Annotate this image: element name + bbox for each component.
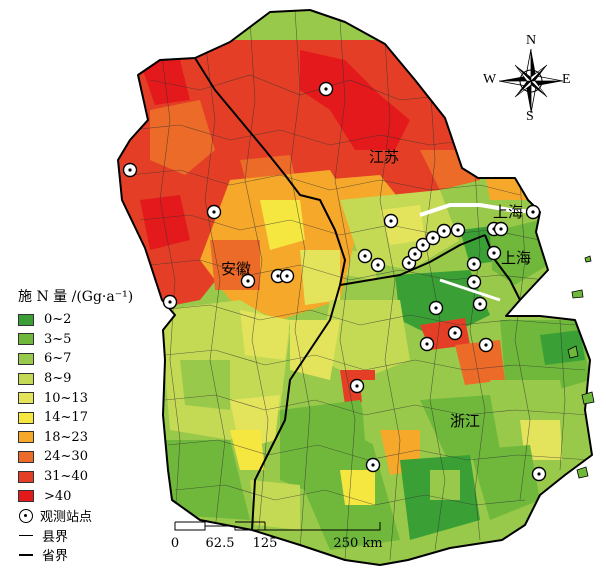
legend-swatch — [18, 352, 34, 365]
legend-class-9: >40 — [18, 486, 168, 506]
station-marker — [466, 274, 482, 290]
station-marker — [531, 466, 547, 482]
station-marker — [279, 268, 295, 284]
label-jiangsu: 江苏 — [369, 148, 400, 166]
station-marker — [370, 257, 386, 273]
legend-swatch — [18, 392, 34, 405]
legend-class-3: 8~9 — [18, 369, 168, 389]
scale-bar-graphic — [174, 521, 381, 531]
station-marker — [349, 378, 365, 394]
legend-class-8: 31~40 — [18, 467, 168, 487]
station-marker — [486, 245, 502, 261]
compass-star-icon — [498, 48, 564, 114]
legend-class-label: 24~30 — [44, 449, 88, 465]
station-marker — [447, 325, 463, 341]
legend-swatch — [18, 372, 34, 385]
compass-east: E — [562, 72, 571, 87]
county-line-icon — [19, 534, 33, 536]
scale-tick-3: 250 km — [333, 536, 383, 551]
station-marker — [478, 337, 494, 353]
legend-swatch — [18, 490, 34, 503]
station-marker — [425, 230, 441, 246]
legend-class-label: 18~23 — [44, 429, 88, 445]
legend-class-label: 10~13 — [44, 390, 88, 406]
legend-swatch — [18, 333, 34, 346]
station-marker — [466, 256, 482, 272]
scale-tick-2: 125 — [252, 536, 278, 551]
province-line-icon — [19, 553, 33, 556]
label-zhejiang: 浙江 — [450, 412, 481, 430]
compass-south: S — [526, 109, 534, 124]
legend-swatch — [18, 431, 34, 444]
station-marker — [383, 213, 399, 229]
legend-swatch — [18, 450, 34, 463]
station-marker — [436, 223, 452, 239]
legend-station: 观测站点 — [18, 506, 168, 526]
station-marker — [525, 204, 541, 220]
station-marker — [357, 248, 373, 264]
station-marker — [450, 222, 466, 238]
scale-bar: 0 62.5 125 250 km — [170, 516, 400, 556]
station-marker — [122, 162, 138, 178]
station-icon — [19, 508, 33, 523]
station-marker — [240, 273, 256, 289]
legend-province-label: 省界 — [42, 549, 69, 565]
legend-class-5: 14~17 — [18, 408, 168, 428]
station-marker — [493, 221, 509, 237]
legend-class-6: 18~23 — [18, 428, 168, 448]
legend-title: 施 N 量 /(Gg·a⁻¹) — [18, 289, 134, 305]
legend-swatch — [18, 470, 34, 483]
legend-class-0: 0~2 — [18, 310, 168, 330]
scale-tick-0: 0 — [170, 536, 180, 551]
legend: 施 N 量 /(Gg·a⁻¹) 0~2 3~5 6~7 8~9 10~13 14~17 18… — [18, 288, 168, 565]
station-marker — [162, 294, 178, 310]
legend-class-label: 14~17 — [44, 410, 88, 426]
legend-class-7: 24~30 — [18, 447, 168, 467]
legend-swatch — [18, 411, 34, 424]
station-marker — [428, 300, 444, 316]
legend-class-label: 31~40 — [44, 469, 88, 485]
label-anhui: 安徽 — [221, 260, 252, 278]
legend-county-label: 县界 — [42, 529, 69, 545]
legend-class-label: >40 — [44, 488, 72, 504]
station-marker — [415, 237, 431, 253]
compass-rose: N S E W — [483, 33, 576, 126]
station-marker — [318, 81, 334, 97]
label-shanghai-mid: 上海 — [501, 249, 532, 267]
legend-class-1: 3~5 — [18, 330, 168, 350]
station-marker — [365, 457, 381, 473]
legend-class-2: 6~7 — [18, 349, 168, 369]
station-marker — [206, 204, 222, 220]
station-marker — [419, 336, 435, 352]
label-shanghai-top: 上海 — [493, 203, 524, 221]
scale-tick-1: 62.5 — [205, 536, 235, 551]
legend-class-label: 0~2 — [44, 312, 72, 328]
legend-class-4: 10~13 — [18, 388, 168, 408]
station-marker — [472, 296, 488, 312]
legend-swatch — [18, 313, 34, 326]
legend-class-label: 8~9 — [44, 371, 72, 387]
legend-county-boundary: 县界 — [18, 526, 168, 546]
legend-province-boundary: 省界 — [18, 545, 168, 565]
compass-north: N — [526, 33, 537, 48]
compass-west: W — [483, 72, 497, 87]
legend-station-label: 观测站点 — [40, 510, 93, 526]
station-marker — [407, 246, 423, 262]
legend-class-label: 3~5 — [44, 331, 72, 347]
legend-class-label: 6~7 — [44, 351, 72, 367]
